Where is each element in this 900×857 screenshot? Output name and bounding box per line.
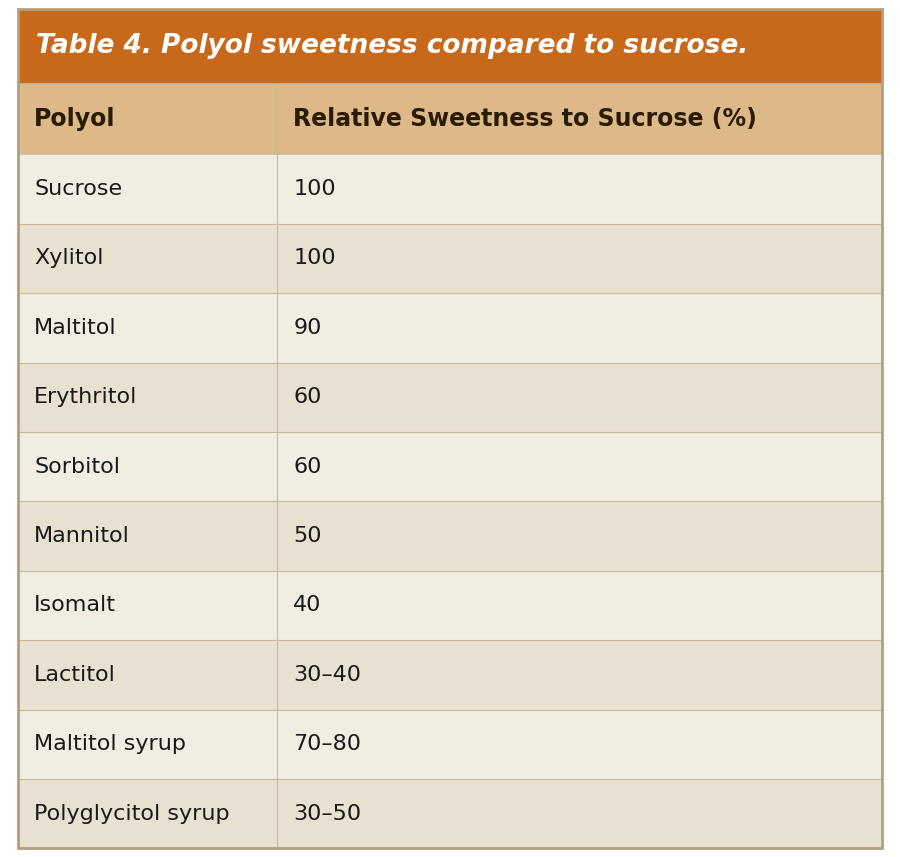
Text: 60: 60 (293, 457, 322, 476)
Text: 100: 100 (293, 249, 336, 268)
Text: 90: 90 (293, 318, 322, 338)
Text: 60: 60 (293, 387, 322, 407)
Text: Polyol: Polyol (34, 107, 116, 131)
Bar (18, 571, 882, 640)
Text: 40: 40 (293, 596, 322, 615)
Bar (18, 710, 882, 779)
Text: Sucrose: Sucrose (34, 179, 122, 199)
Text: Maltitol: Maltitol (34, 318, 117, 338)
Text: Xylitol: Xylitol (34, 249, 104, 268)
Text: 30–40: 30–40 (293, 665, 362, 685)
Text: Table 4. Polyol sweetness compared to sucrose.: Table 4. Polyol sweetness compared to su… (36, 33, 748, 59)
Bar (18, 9, 882, 84)
Bar (18, 501, 882, 571)
Bar (18, 432, 882, 501)
Text: Erythritol: Erythritol (34, 387, 138, 407)
Bar (18, 84, 882, 154)
Bar (18, 779, 882, 848)
Bar (18, 640, 882, 710)
Text: 50: 50 (293, 526, 322, 546)
Text: Maltitol syrup: Maltitol syrup (34, 734, 186, 754)
Text: Relative Sweetness to Sucrose (%): Relative Sweetness to Sucrose (%) (293, 107, 757, 131)
Bar (18, 224, 882, 293)
Text: Lactitol: Lactitol (34, 665, 116, 685)
Bar (18, 293, 882, 363)
Text: Polyglycitol syrup: Polyglycitol syrup (34, 804, 230, 824)
Bar (18, 154, 882, 224)
Text: 100: 100 (293, 179, 336, 199)
Text: Isomalt: Isomalt (34, 596, 116, 615)
Text: Sorbitol: Sorbitol (34, 457, 121, 476)
Text: 70–80: 70–80 (293, 734, 362, 754)
Text: 30–50: 30–50 (293, 804, 362, 824)
Text: Mannitol: Mannitol (34, 526, 130, 546)
Bar (18, 363, 882, 432)
